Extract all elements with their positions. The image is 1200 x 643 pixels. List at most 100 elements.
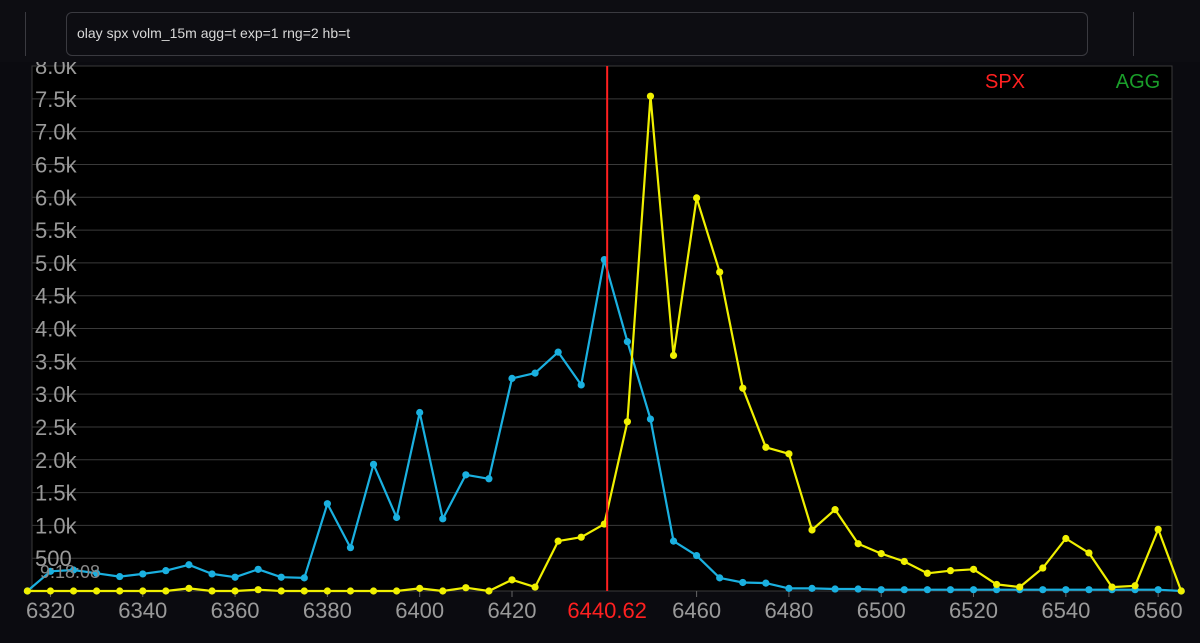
x-tick-label: 6380 bbox=[303, 598, 352, 623]
data-point bbox=[623, 338, 631, 346]
series-group bbox=[23, 92, 1185, 595]
y-tick-label: 5.0k bbox=[35, 251, 78, 276]
data-point bbox=[785, 450, 793, 458]
y-tick-label: 7.0k bbox=[35, 120, 78, 145]
data-point bbox=[93, 569, 101, 577]
data-point bbox=[946, 586, 955, 594]
data-point bbox=[485, 587, 493, 595]
data-point bbox=[831, 506, 839, 514]
data-point bbox=[946, 567, 955, 575]
y-tick-label: 4.0k bbox=[35, 317, 78, 342]
y-tick-label: 8.0k bbox=[35, 62, 78, 79]
data-point bbox=[93, 587, 101, 595]
data-point bbox=[1131, 582, 1139, 590]
data-point bbox=[762, 443, 770, 451]
x-tick-label: 6560 bbox=[1134, 598, 1183, 623]
data-point bbox=[277, 587, 285, 595]
data-point bbox=[669, 537, 678, 545]
divider bbox=[25, 12, 26, 56]
data-point bbox=[693, 194, 701, 202]
data-point bbox=[116, 572, 124, 581]
divider bbox=[1133, 12, 1134, 56]
legend: SPX AGG bbox=[985, 71, 1160, 93]
x-tick-label: 6480 bbox=[764, 598, 813, 623]
data-point bbox=[716, 574, 724, 582]
command-bar: olay spx volm_15m agg=t exp=1 rng=2 hb=t bbox=[0, 0, 1200, 62]
y-tick-label: 2.5k bbox=[35, 415, 78, 440]
data-point bbox=[669, 351, 678, 360]
y-tick-label: 2.0k bbox=[35, 448, 78, 473]
data-point bbox=[46, 567, 55, 575]
data-point bbox=[577, 381, 585, 389]
data-point bbox=[577, 533, 585, 541]
legend-item: AGG bbox=[1116, 71, 1160, 93]
data-point bbox=[623, 418, 631, 426]
data-point bbox=[554, 348, 562, 356]
data-point bbox=[439, 515, 447, 523]
data-point bbox=[1108, 583, 1116, 591]
data-point bbox=[1177, 587, 1185, 595]
data-point bbox=[462, 584, 470, 592]
command-text: olay spx volm_15m agg=t exp=1 rng=2 hb=t bbox=[77, 25, 351, 41]
data-point bbox=[808, 584, 816, 592]
data-point bbox=[1085, 586, 1093, 594]
y-tick-label: 6.0k bbox=[35, 185, 78, 210]
data-point bbox=[1154, 586, 1162, 594]
data-point bbox=[1039, 564, 1047, 572]
y-tick-label: 6.5k bbox=[35, 152, 78, 177]
data-point bbox=[231, 573, 239, 581]
data-point bbox=[1062, 534, 1070, 543]
data-point bbox=[1085, 549, 1093, 557]
data-point bbox=[877, 586, 885, 594]
data-point bbox=[508, 374, 516, 382]
data-point bbox=[300, 574, 308, 582]
data-point bbox=[1154, 525, 1162, 533]
x-tick-label: 6500 bbox=[857, 598, 906, 623]
command-input[interactable]: olay spx volm_15m agg=t exp=1 rng=2 hb=t bbox=[66, 12, 1088, 56]
data-point bbox=[323, 587, 331, 595]
data-point bbox=[69, 566, 78, 574]
data-point bbox=[993, 580, 1001, 589]
grid bbox=[32, 65, 1172, 559]
data-point bbox=[485, 475, 493, 483]
x-tick-label: 6520 bbox=[949, 598, 998, 623]
data-point bbox=[139, 587, 147, 595]
data-point bbox=[900, 586, 908, 594]
data-point bbox=[369, 587, 378, 595]
data-point bbox=[877, 549, 885, 558]
data-point bbox=[716, 268, 724, 276]
y-tick-label: 4.5k bbox=[35, 284, 78, 309]
data-point bbox=[531, 583, 539, 591]
data-point bbox=[162, 587, 170, 595]
data-point bbox=[162, 567, 170, 575]
data-point bbox=[46, 587, 55, 595]
data-point bbox=[1039, 586, 1047, 594]
data-point bbox=[254, 565, 262, 573]
data-point bbox=[208, 587, 216, 595]
y-tick-label: 5.5k bbox=[35, 218, 78, 243]
data-point bbox=[531, 369, 539, 377]
x-tick-label: 6540 bbox=[1041, 598, 1090, 623]
data-point bbox=[393, 513, 401, 522]
data-point bbox=[854, 585, 862, 593]
x-tick-label: 6420 bbox=[488, 598, 537, 623]
data-point bbox=[600, 520, 608, 528]
data-point bbox=[346, 544, 355, 552]
data-point bbox=[116, 587, 124, 595]
data-point bbox=[185, 561, 193, 569]
data-point bbox=[831, 585, 839, 593]
data-point bbox=[923, 586, 931, 594]
data-point bbox=[554, 537, 562, 545]
x-tick-label: 6400 bbox=[395, 598, 444, 623]
data-point bbox=[439, 587, 447, 595]
data-point bbox=[346, 587, 355, 595]
data-point bbox=[646, 92, 655, 100]
y-tick-label: 1.5k bbox=[35, 481, 78, 506]
data-point bbox=[300, 587, 308, 595]
data-point bbox=[900, 557, 908, 566]
data-point bbox=[762, 579, 770, 587]
data-point bbox=[323, 500, 331, 508]
y-tick-label: 1.0k bbox=[35, 513, 78, 538]
x-tick-label: 6360 bbox=[211, 598, 260, 623]
data-point bbox=[739, 578, 747, 587]
